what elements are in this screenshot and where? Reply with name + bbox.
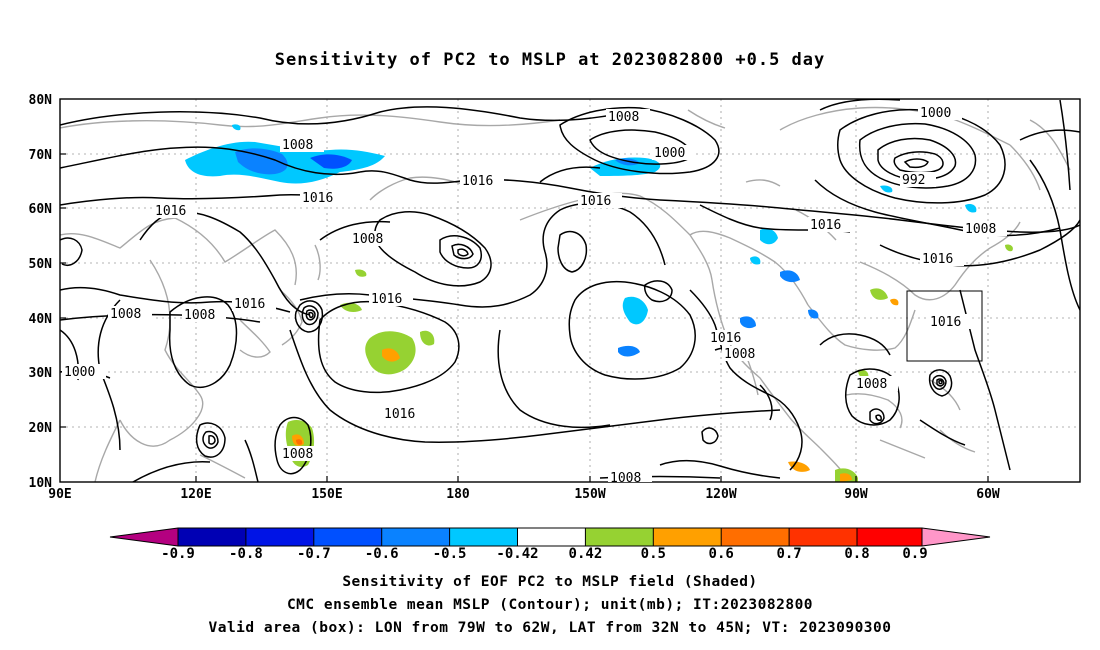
colorbar-swatch-min xyxy=(110,528,178,546)
contour-label-1008: 1008 xyxy=(282,447,313,462)
colorbar-swatch xyxy=(585,528,654,546)
contour-label-1008: 1008 xyxy=(352,232,383,247)
caption-valid-area: Valid area (box): LON from 79W to 62W, L… xyxy=(208,620,892,636)
colorbar-swatch xyxy=(517,528,586,546)
colorbar-swatch xyxy=(721,528,790,546)
contour-label-1008: 1008 xyxy=(724,347,755,362)
colorbar-label: -0.9 xyxy=(161,546,195,562)
contour-label-1008: 1008 xyxy=(184,308,215,323)
colorbar-label: -0.8 xyxy=(229,546,263,562)
colorbar-label: 0.9 xyxy=(902,546,927,562)
lat-label: 60N xyxy=(29,202,53,217)
lat-label: 30N xyxy=(29,366,53,381)
valid-area-box xyxy=(906,290,983,362)
plot-frame xyxy=(59,98,1081,483)
contour-label-1016: 1016 xyxy=(371,292,402,307)
contour-label-1016: 1016 xyxy=(462,174,493,189)
colorbar-swatch xyxy=(449,528,518,546)
mslp-contours xyxy=(60,99,1080,482)
contour-label-1008: 1008 xyxy=(965,222,996,237)
contour-label-992: 992 xyxy=(902,173,925,188)
colorbar-swatch xyxy=(789,528,857,546)
caption-shading: Sensitivity of EOF PC2 to MSLP field (Sh… xyxy=(342,574,758,590)
axis-ticks xyxy=(60,153,989,482)
lat-label: 80N xyxy=(29,93,53,108)
contour-label-1008: 1008 xyxy=(856,377,887,392)
lon-label: 120E xyxy=(180,487,211,502)
lat-label: 70N xyxy=(29,148,53,163)
colorbar: -0.9 -0.8 -0.7 -0.6 -0.5 -0.42 0.42 0.5 … xyxy=(109,527,991,562)
contour-label-1000: 1000 xyxy=(920,106,951,121)
colorbar-swatch xyxy=(381,528,450,546)
colorbar-label: -0.6 xyxy=(365,546,399,562)
latitude-axis: 80N 70N 60N 50N 40N 30N 20N 10N xyxy=(29,93,53,491)
contour-label-1016: 1016 xyxy=(922,252,953,267)
contour-label-1016: 1016 xyxy=(930,315,961,330)
colorbar-swatch xyxy=(178,528,246,546)
lat-label: 20N xyxy=(29,421,53,436)
contour-label-1008: 1008 xyxy=(110,307,141,322)
colorbar-label: 0.6 xyxy=(709,546,734,562)
lon-label: 60W xyxy=(976,487,1000,502)
colorbar-label: -0.5 xyxy=(433,546,467,562)
colorbar-label: 0.5 xyxy=(641,546,666,562)
colorbar-swatch xyxy=(857,528,922,546)
caption-contour: CMC ensemble mean MSLP (Contour); unit(m… xyxy=(286,597,814,613)
contour-label-1008: 1008 xyxy=(610,471,641,486)
longitude-axis: 90E 120E 150E 180 150W 120W 90W 60W xyxy=(48,487,1000,502)
lon-label: 120W xyxy=(705,487,736,502)
contour-label-1016: 1016 xyxy=(302,191,333,206)
contour-label-1008: 1008 xyxy=(608,110,639,125)
lon-label: 150E xyxy=(311,487,342,502)
colorbar-label: 0.7 xyxy=(776,546,801,562)
contour-label-1016: 1016 xyxy=(155,204,186,219)
contour-label-1016: 1016 xyxy=(810,218,841,233)
colorbar-label: -0.7 xyxy=(297,546,331,562)
contour-label-1016: 1016 xyxy=(580,194,611,209)
lat-label: 40N xyxy=(29,312,53,327)
lon-label: 90E xyxy=(48,487,71,502)
contour-label-group: 1008 1016 1016 1008 1016 1008 1000 1016 … xyxy=(62,105,1007,486)
lon-label: 150W xyxy=(574,487,605,502)
colorbar-swatch-max xyxy=(922,528,990,546)
colorbar-label: 0.8 xyxy=(844,546,869,562)
colorbar-label: 0.42 xyxy=(569,546,603,562)
colorbar-label: -0.42 xyxy=(496,546,538,562)
contour-label-1016: 1016 xyxy=(234,297,265,312)
contour-label-1016: 1016 xyxy=(710,331,741,346)
lat-label: 10N xyxy=(29,476,53,491)
contour-label-1000: 1000 xyxy=(654,146,685,161)
lat-label: 50N xyxy=(29,257,53,272)
contour-label-1000: 1000 xyxy=(64,365,95,380)
colorbar-swatch xyxy=(245,528,314,546)
contour-label-1016: 1016 xyxy=(384,407,415,422)
colorbar-swatch xyxy=(653,528,722,546)
colorbar-swatch xyxy=(313,528,382,546)
contour-label-1008: 1008 xyxy=(282,138,313,153)
lon-label: 180 xyxy=(446,487,470,502)
lon-label: 90W xyxy=(844,487,868,502)
map-title: Sensitivity of PC2 to MSLP at 2023082800… xyxy=(274,50,826,70)
